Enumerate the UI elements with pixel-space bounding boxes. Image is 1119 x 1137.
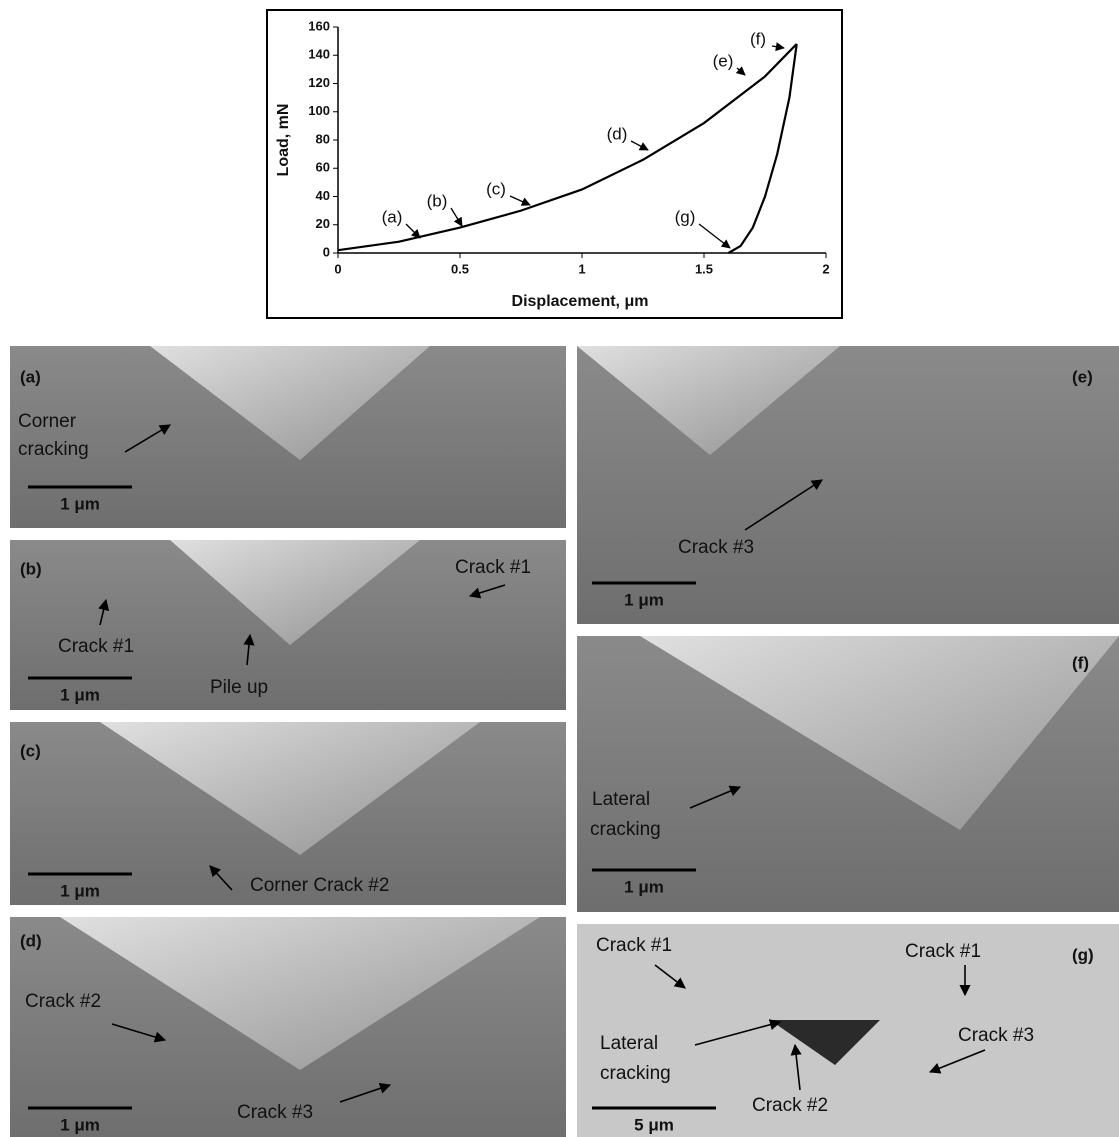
panel-note: Lateral [600,1033,658,1054]
panel-note: Lateral [592,789,650,810]
y-tick-label: 0 [323,244,330,259]
annotation: (e) [713,51,734,70]
panel-label: (d) [20,931,42,950]
panel-label: (b) [20,559,42,578]
panel-note: Crack #2 [752,1095,828,1116]
annotation: (a) [382,207,403,226]
panel-note: Crack #3 [237,1102,313,1123]
panel-note: Pile up [210,677,268,698]
panel-note: Crack #1 [455,557,531,578]
panel-note: Corner [18,411,77,432]
y-tick-label: 140 [308,47,330,62]
annotation: (f) [750,29,766,48]
scale-bar-label: 1 μm [624,877,664,896]
y-tick-label: 60 [316,160,330,175]
x-tick-label: 1 [578,261,585,276]
panel-note: Crack #3 [958,1025,1034,1046]
y-tick-label: 100 [308,103,330,118]
y-tick-label: 120 [308,75,330,90]
y-tick-label: 20 [316,216,330,231]
panel-note: cracking [600,1063,671,1084]
panel-label: (e) [1072,367,1093,386]
x-tick-label: 2 [822,261,829,276]
scale-bar-label: 1 μm [624,590,664,609]
panel-label: (g) [1072,945,1094,964]
annotation: (c) [486,179,506,198]
panel-note: Crack #1 [905,941,981,962]
x-tick-label: 0 [334,261,341,276]
y-tick-label: 80 [316,131,330,146]
scale-bar-label: 5 μm [634,1115,674,1134]
annotation: (d) [607,124,628,143]
annotation: (g) [675,207,696,226]
panel-note: Crack #2 [25,991,101,1012]
x-tick-label: 0.5 [451,261,469,276]
panel-label: (a) [20,367,41,386]
chart-frame [267,10,842,318]
panel-label: (f) [1072,653,1089,672]
scale-bar-label: 1 μm [60,685,100,704]
panel-note: Crack #1 [58,636,134,657]
x-tick-label: 1.5 [695,261,713,276]
x-axis-label: Displacement, μm [512,293,649,310]
annotation: (b) [427,191,448,210]
y-axis-label: Load, mN [275,104,292,177]
panel-note: Crack #3 [678,537,754,558]
panel-note: cracking [18,439,89,460]
panel-note: cracking [590,819,661,840]
y-tick-label: 160 [308,18,330,33]
panel-note: Crack #1 [596,935,672,956]
panel-note: Corner Crack #2 [250,875,389,896]
panel-label: (c) [20,741,41,760]
scale-bar-label: 1 μm [60,494,100,513]
scale-bar-label: 1 μm [60,881,100,900]
y-tick-label: 40 [316,188,330,203]
scale-bar-label: 1 μm [60,1115,100,1134]
figure: Displacement, μm Load, mN 00.511.5202040… [0,0,1119,1137]
